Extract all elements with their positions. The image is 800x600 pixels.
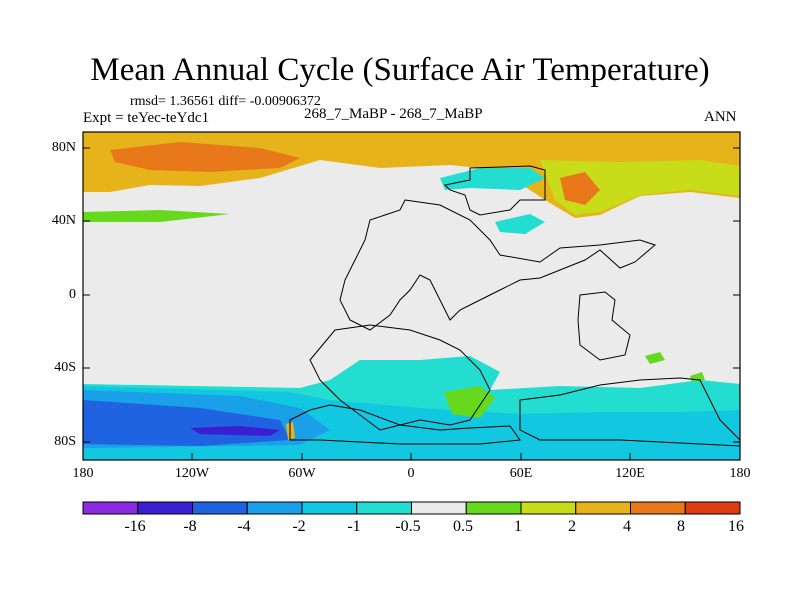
colorbar-label: 4: [623, 518, 631, 535]
colorbar-label: -4: [237, 518, 251, 535]
contour-north-green: [540, 160, 740, 215]
y-label-80n: 80N: [51, 140, 76, 155]
colorbar-label: -8: [183, 518, 197, 535]
colorbar-box: [575, 501, 631, 515]
y-label-40s: 40S: [54, 360, 76, 375]
case-label: 268_7_MaBP - 268_7_MaBP: [304, 106, 483, 122]
colorbar-box: [356, 501, 412, 515]
colorbar-label: 8: [677, 518, 685, 535]
x-label-120e: 120E: [615, 466, 645, 481]
contour-north-1: [83, 210, 230, 222]
contour-north-8b: [560, 172, 600, 205]
y-label-0: 0: [69, 287, 76, 302]
colorbar-label: -2: [292, 518, 306, 535]
x-label-60w: 60W: [288, 466, 316, 481]
contour-north-cool-1: [440, 168, 545, 190]
experiment-label: Expt = teYec-teYdc1: [83, 110, 210, 126]
y-label-80s: 80S: [54, 434, 76, 449]
x-label-0: 0: [407, 466, 415, 481]
colorbar-label: 1: [514, 518, 522, 535]
colorbar-box: [465, 501, 522, 515]
axis-ticks: [82, 147, 741, 460]
colorbar-label: -16: [124, 518, 146, 535]
colorbar-box: [630, 501, 686, 515]
x-label-120w: 120W: [174, 466, 210, 481]
season-label: ANN: [704, 109, 737, 125]
colorbar-box: [520, 501, 577, 515]
colorbar-box: [82, 501, 139, 515]
x-label-60e: 60E: [509, 466, 533, 481]
colorbar-box: [301, 501, 358, 515]
contour-south-green-1: [444, 386, 495, 418]
continent-outlines: [289, 165, 741, 447]
colorbar-box: [192, 501, 248, 515]
contour-north-cool-2: [495, 214, 545, 234]
contour-south-green-2: [645, 352, 665, 364]
contour-north-8: [110, 142, 300, 172]
colorbar-box: [684, 501, 741, 515]
plot-title: Mean Annual Cycle (Surface Air Temperatu…: [90, 52, 710, 88]
colorbar-box: [137, 501, 193, 515]
colorbar-box: [246, 501, 303, 515]
contour-south-cold-5: [190, 426, 280, 436]
colorbar-label: 2: [568, 518, 576, 535]
colorbar: [82, 501, 741, 515]
y-label-40n: 40N: [51, 213, 76, 228]
rmsd-diff-stats: rmsd= 1.36561 diff= -0.00906372: [130, 94, 321, 109]
x-label-180w: 180: [72, 466, 94, 481]
x-label-180e: 180: [729, 466, 751, 481]
colorbar-box: [411, 501, 467, 515]
colorbar-label: -1: [347, 518, 361, 535]
colorbar-label: 16: [728, 518, 744, 535]
colorbar-label: 0.5: [453, 518, 473, 535]
colorbar-label: -0.5: [395, 518, 421, 535]
